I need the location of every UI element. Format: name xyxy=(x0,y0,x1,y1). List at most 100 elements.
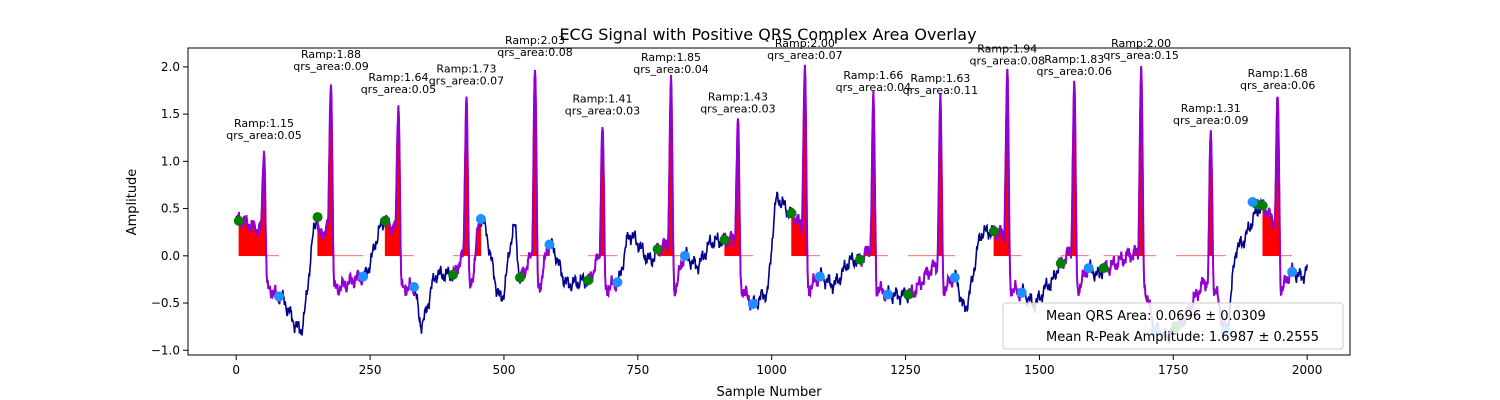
qrs-segment-line xyxy=(723,118,754,311)
r-amplitude-label: Ramp:2.00 xyxy=(775,37,835,50)
chart-title: ECG Signal with Positive QRS Complex Are… xyxy=(559,25,976,44)
qrs-area-label: qrs_area:0.08 xyxy=(497,46,572,59)
qrs-offset-marker xyxy=(882,289,893,300)
r-amplitude-label: Ramp:2.00 xyxy=(1111,37,1171,50)
x-tick-label: 250 xyxy=(359,363,382,377)
y-tick-label: 1.5 xyxy=(161,107,180,121)
qrs-segment-line xyxy=(790,64,821,299)
qrs-area-fill xyxy=(1176,130,1226,257)
qrs-offset-marker xyxy=(747,298,758,309)
beat-annotations: Ramp:1.15qrs_area:0.05Ramp:1.88qrs_area:… xyxy=(226,34,1315,142)
qrs-onset-marker xyxy=(583,275,594,286)
qrs-area-label: qrs_area:0.09 xyxy=(293,60,368,73)
x-tick-label: 750 xyxy=(626,363,649,377)
qrs-area-label: qrs_area:0.06 xyxy=(1036,65,1111,78)
qrs-onset-marker xyxy=(903,289,914,300)
r-amplitude-label: Ramp:1.41 xyxy=(572,93,632,106)
y-tick-label: 2.0 xyxy=(161,60,180,74)
r-amplitude-label: Ramp:1.68 xyxy=(1248,67,1308,80)
x-tick-label: 1250 xyxy=(890,363,921,377)
qrs-area-label: qrs_area:0.06 xyxy=(1240,79,1315,92)
qrs-offset-marker xyxy=(274,291,285,302)
r-amplitude-label: Ramp:1.88 xyxy=(301,48,361,61)
qrs-onset-marker xyxy=(652,244,663,255)
legend-entry-mean-qrs-area: Mean QRS Area: 0.0696 ± 0.0309 xyxy=(1046,309,1266,324)
qrs-onset-marker xyxy=(233,215,244,226)
qrs-segment-line xyxy=(237,150,280,304)
qrs-offset-marker xyxy=(679,250,690,261)
qrs-offset-marker xyxy=(1247,196,1258,207)
qrs-offset-marker xyxy=(475,213,486,224)
qrs-offset-marker xyxy=(1287,266,1298,277)
qrs-offset-marker xyxy=(814,271,825,282)
r-amplitude-label: Ramp:1.94 xyxy=(977,43,1037,56)
qrs-onset-marker xyxy=(786,208,797,219)
qrs-onset-marker xyxy=(1098,263,1109,274)
x-axis: 0 250 500 750 1000 1250 1500 1750 2000 xyxy=(232,355,1322,377)
qrs-onset-marker xyxy=(515,272,525,283)
qrs-area-label: qrs_area:0.15 xyxy=(1103,49,1178,62)
qrs-onset-marker xyxy=(719,234,730,245)
qrs-onset-marker xyxy=(312,212,323,223)
x-tick-label: 1000 xyxy=(756,363,787,377)
x-tick-label: 1500 xyxy=(1024,363,1055,377)
x-tick-label: 0 xyxy=(232,363,240,377)
qrs-offset-marker xyxy=(949,272,960,283)
qrs-area-label: qrs_area:0.03 xyxy=(565,105,640,118)
plot-area: Ramp:1.15qrs_area:0.05Ramp:1.88qrs_area:… xyxy=(226,34,1315,344)
y-tick-label: 0.0 xyxy=(161,249,180,263)
r-amplitude-label: Ramp:1.64 xyxy=(368,71,428,84)
qrs-area-label: qrs_area:0.07 xyxy=(767,49,842,62)
qrs-onset-marker xyxy=(380,215,391,226)
y-tick-label: 0.5 xyxy=(161,202,180,216)
qrs-onset-marker xyxy=(988,226,999,237)
r-amplitude-label: Ramp:1.85 xyxy=(641,51,701,64)
qrs-area-label: qrs_area:0.09 xyxy=(1173,114,1248,127)
qrs-area-label: qrs_area:0.05 xyxy=(361,83,436,96)
r-amplitude-label: Ramp:1.43 xyxy=(708,91,768,104)
qrs-segment-line xyxy=(1102,66,1157,337)
qrs-segment-line xyxy=(1261,96,1294,297)
r-amplitude-label: Ramp:1.15 xyxy=(234,117,294,130)
qrs-segment-line xyxy=(316,84,365,296)
qrs-area-label: qrs_area:0.04 xyxy=(633,63,708,76)
qrs-offset-marker xyxy=(358,271,369,282)
legend-box xyxy=(1002,302,1344,350)
y-tick-label: −1.0 xyxy=(151,343,180,357)
qrs-offset-marker xyxy=(1016,287,1027,298)
r-amplitude-label: Ramp:1.66 xyxy=(843,69,903,82)
qrs-area-label: qrs_area:0.11 xyxy=(903,84,978,97)
qrs-offset-marker xyxy=(1083,263,1094,274)
qrs-area-label: qrs_area:0.08 xyxy=(970,55,1045,68)
legend: Mean QRS Area: 0.0696 ± 0.0309 Mean R-Pe… xyxy=(1002,302,1344,350)
r-amplitude-label: Ramp:1.31 xyxy=(1181,102,1241,115)
y-tick-label: −0.5 xyxy=(151,296,180,310)
qrs-onset-marker xyxy=(448,269,459,280)
qrs-area-label: qrs_area:0.04 xyxy=(836,81,911,94)
qrs-onset-marker xyxy=(855,254,866,265)
legend-entry-mean-r-peak-amplitude: Mean R-Peak Amplitude: 1.6987 ± 0.2555 xyxy=(1046,330,1319,345)
y-axis: −1.0 −0.5 0.0 0.5 1.0 1.5 2.0 xyxy=(151,60,188,357)
qrs-area-label: qrs_area:0.03 xyxy=(700,103,775,116)
qrs-area-fill xyxy=(908,93,955,257)
qrs-offset-marker xyxy=(612,277,623,288)
r-amplitude-label: Ramp:1.73 xyxy=(436,62,496,75)
x-tick-label: 2000 xyxy=(1292,363,1323,377)
qrs-area-label: qrs_area:0.05 xyxy=(226,129,301,142)
qrs-segment-line xyxy=(907,93,956,299)
qrs-offset-marker xyxy=(544,239,555,250)
qrs-onset-marker xyxy=(1055,258,1066,269)
qrs-offset-marker xyxy=(408,281,419,292)
y-axis-label: Amplitude xyxy=(125,169,140,236)
qrs-area-label: qrs_area:0.07 xyxy=(429,74,504,87)
y-tick-label: 1.0 xyxy=(161,154,180,168)
x-axis-label: Sample Number xyxy=(716,385,822,400)
r-amplitude-label: Ramp:2.03 xyxy=(505,34,565,47)
plot-frame xyxy=(187,47,1351,356)
x-tick-label: 1750 xyxy=(1158,363,1189,377)
x-tick-label: 500 xyxy=(492,363,515,377)
qrs-segment-line xyxy=(859,90,889,302)
r-amplitude-label: Ramp:1.63 xyxy=(910,72,970,85)
